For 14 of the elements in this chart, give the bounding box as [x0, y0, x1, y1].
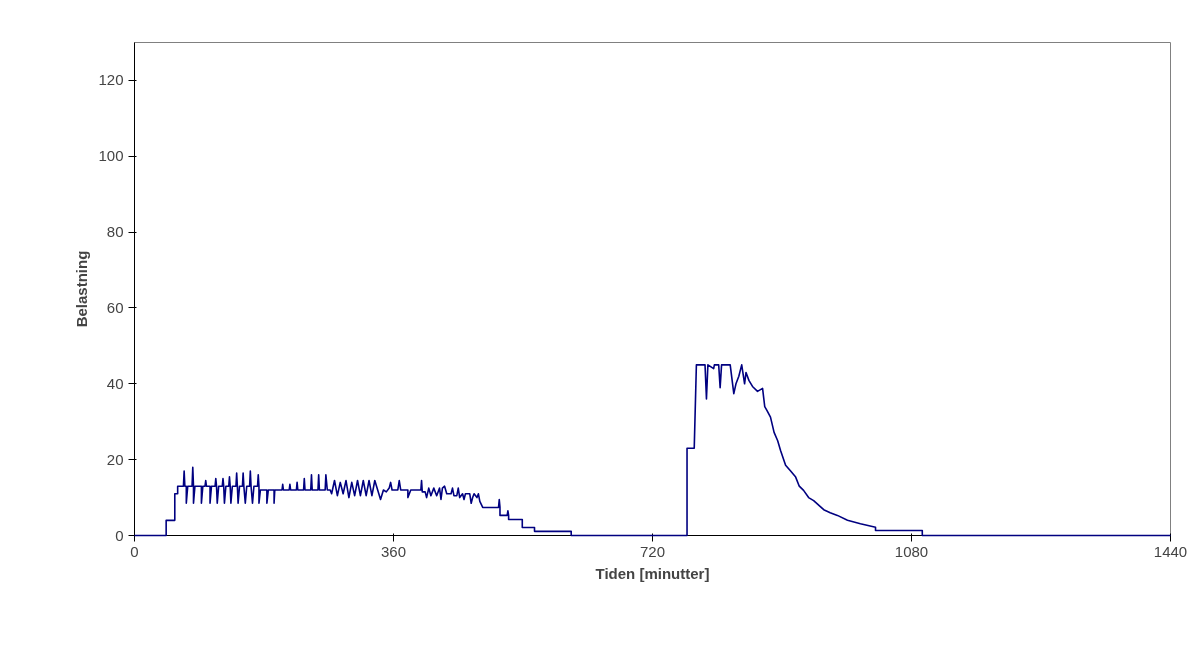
y-tick-label: 40 — [106, 374, 124, 392]
x-tick-label: 0 — [130, 542, 139, 560]
x-tick-label: 1440 — [1153, 542, 1188, 560]
y-tick-label: 80 — [106, 223, 124, 241]
y-axis-title: Belastning — [73, 250, 91, 328]
x-tick-label: 1080 — [894, 542, 929, 560]
y-tick-label: 0 — [115, 526, 124, 544]
x-axis-title: Tiden [minutter] — [595, 564, 710, 582]
y-tick-label: 120 — [98, 71, 124, 89]
y-tick-label: 20 — [106, 450, 124, 468]
x-tick-label: 360 — [380, 542, 407, 560]
y-tick-label: 60 — [106, 298, 124, 316]
x-tick-label: 720 — [639, 542, 666, 560]
y-tick-label: 100 — [98, 147, 124, 165]
